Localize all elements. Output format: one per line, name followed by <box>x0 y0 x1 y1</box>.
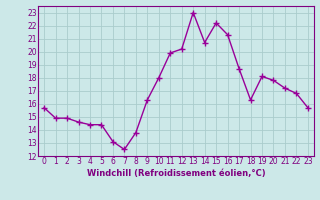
X-axis label: Windchill (Refroidissement éolien,°C): Windchill (Refroidissement éolien,°C) <box>87 169 265 178</box>
